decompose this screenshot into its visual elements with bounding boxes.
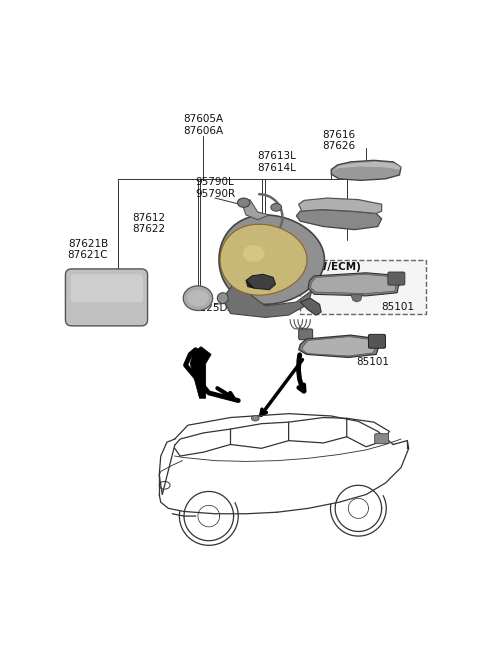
Polygon shape (296, 210, 382, 230)
Polygon shape (223, 283, 312, 318)
Polygon shape (299, 335, 379, 358)
Polygon shape (308, 273, 399, 296)
Polygon shape (190, 346, 211, 398)
Polygon shape (331, 160, 401, 180)
FancyBboxPatch shape (299, 329, 312, 340)
FancyBboxPatch shape (369, 335, 385, 348)
Text: 87616
87626: 87616 87626 (323, 129, 356, 151)
Polygon shape (220, 224, 307, 295)
Ellipse shape (252, 416, 259, 421)
Polygon shape (300, 298, 321, 315)
Polygon shape (350, 295, 362, 302)
FancyBboxPatch shape (71, 274, 143, 302)
Circle shape (217, 293, 228, 304)
FancyBboxPatch shape (375, 434, 389, 443)
Polygon shape (246, 281, 254, 288)
FancyBboxPatch shape (300, 260, 426, 314)
Ellipse shape (183, 286, 213, 310)
Ellipse shape (271, 203, 282, 211)
Polygon shape (219, 215, 324, 304)
Text: 87605A
87606A: 87605A 87606A (183, 114, 223, 136)
Ellipse shape (243, 245, 264, 262)
Text: 85101: 85101 (382, 302, 415, 312)
Polygon shape (242, 199, 269, 220)
FancyBboxPatch shape (388, 272, 405, 285)
Ellipse shape (187, 290, 209, 306)
Text: 85101: 85101 (356, 357, 389, 367)
FancyBboxPatch shape (65, 269, 147, 326)
Text: 87613L
87614L: 87613L 87614L (258, 151, 297, 173)
Text: 87650X
87660X: 87650X 87660X (223, 259, 263, 281)
Polygon shape (311, 274, 396, 293)
Ellipse shape (238, 198, 250, 207)
Polygon shape (302, 337, 376, 356)
Text: 87621B
87621C: 87621B 87621C (68, 239, 108, 260)
Text: 95790L
95790R: 95790L 95790R (195, 177, 235, 199)
Polygon shape (333, 162, 401, 171)
Text: (W/ECM): (W/ECM) (311, 262, 361, 272)
Text: 87612
87622: 87612 87622 (132, 213, 166, 234)
Polygon shape (246, 274, 276, 290)
Polygon shape (299, 198, 382, 213)
Text: 1125DA: 1125DA (194, 303, 236, 313)
